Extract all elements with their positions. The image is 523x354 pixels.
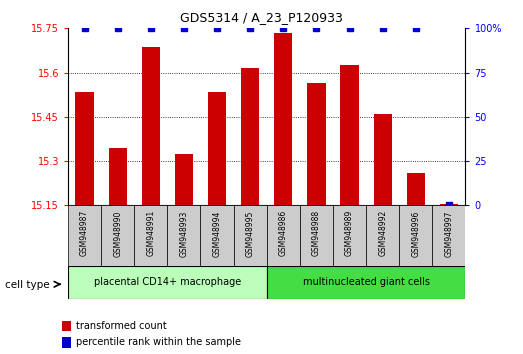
Bar (62, 337, 71, 348)
Bar (175, 154, 193, 205)
Text: GSM948994: GSM948994 (212, 210, 222, 257)
Bar (234, 205, 267, 266)
Bar (300, 205, 333, 266)
Bar (308, 83, 325, 205)
Text: GSM948988: GSM948988 (312, 210, 321, 256)
Bar (134, 205, 167, 266)
Bar (200, 205, 234, 266)
Text: GSM948989: GSM948989 (345, 210, 354, 256)
Text: GSM948992: GSM948992 (378, 210, 387, 256)
Text: placental CD14+ macrophage: placental CD14+ macrophage (94, 277, 241, 287)
Bar (267, 266, 465, 299)
Text: cell type: cell type (5, 280, 50, 290)
Text: GSM948993: GSM948993 (179, 210, 188, 257)
Text: GSM948991: GSM948991 (146, 210, 155, 256)
Bar (142, 47, 160, 205)
Text: GSM948990: GSM948990 (113, 210, 122, 257)
Bar (407, 173, 425, 205)
Bar (333, 205, 366, 266)
Bar (373, 114, 392, 205)
Text: GSM948995: GSM948995 (246, 210, 255, 257)
Text: percentile rank within the sample: percentile rank within the sample (76, 337, 241, 348)
Bar (274, 33, 292, 205)
Bar (440, 204, 458, 205)
Text: GSM948996: GSM948996 (411, 210, 420, 257)
Bar (75, 92, 94, 205)
Text: GSM948987: GSM948987 (80, 210, 89, 256)
Bar (399, 205, 433, 266)
Text: GSM948986: GSM948986 (279, 210, 288, 256)
Text: multinucleated giant cells: multinucleated giant cells (303, 277, 429, 287)
Bar (109, 148, 127, 205)
Bar (433, 205, 465, 266)
Bar (241, 68, 259, 205)
Bar (101, 205, 134, 266)
Bar (62, 321, 71, 331)
Text: GSM948997: GSM948997 (445, 210, 453, 257)
Text: transformed count: transformed count (76, 321, 167, 331)
Bar (267, 205, 300, 266)
Bar (68, 205, 101, 266)
Bar (167, 205, 200, 266)
Bar (208, 92, 226, 205)
Text: GDS5314 / A_23_P120933: GDS5314 / A_23_P120933 (180, 11, 343, 24)
Bar (68, 266, 267, 299)
Bar (366, 205, 399, 266)
Bar (340, 65, 359, 205)
